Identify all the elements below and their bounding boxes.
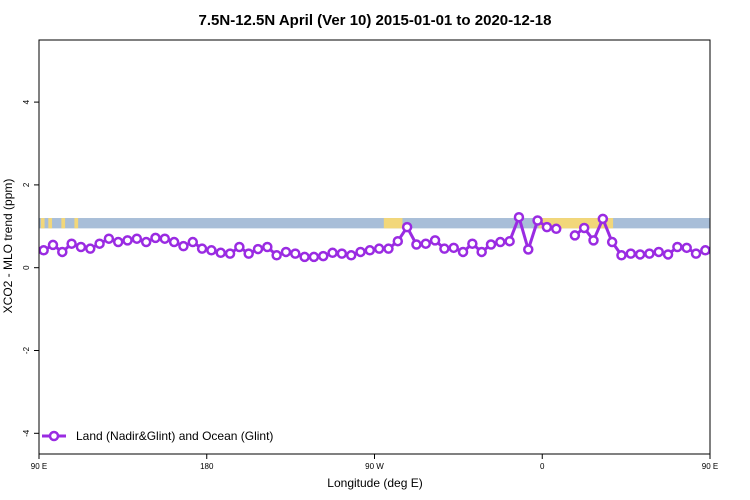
data-point — [720, 241, 728, 249]
data-point — [215, 247, 226, 259]
data-point — [327, 247, 338, 259]
data-point — [532, 215, 543, 226]
data-point — [345, 250, 357, 261]
data-point — [597, 213, 609, 225]
x-tick-label: 0 — [540, 462, 545, 471]
data-point — [187, 236, 199, 248]
data-point — [131, 233, 143, 244]
data-point — [569, 230, 581, 241]
data-point — [252, 243, 264, 255]
y-tick-label: 0 — [22, 265, 31, 270]
data-point — [588, 235, 599, 246]
y-tick-label: 2 — [22, 182, 31, 187]
data-point — [495, 236, 506, 248]
data-point — [94, 238, 105, 249]
x-axis-label: Longitude (deg E) — [327, 476, 422, 490]
data-point — [420, 238, 432, 249]
data-point — [672, 241, 683, 253]
data-point — [299, 251, 310, 263]
chart-title: 7.5N-12.5N April (Ver 10) 2015-01-01 to … — [199, 12, 552, 29]
land-mass-map — [40, 218, 614, 229]
data-point — [476, 246, 487, 258]
data-point — [504, 235, 515, 247]
data-point — [662, 249, 674, 260]
data-point — [271, 250, 282, 261]
data-point — [625, 248, 637, 259]
data-point — [364, 245, 376, 256]
data-point — [75, 241, 87, 253]
data-point — [578, 222, 590, 234]
data-point — [112, 236, 124, 248]
data-point — [373, 243, 385, 254]
data-point — [206, 245, 217, 256]
data-point — [355, 246, 366, 258]
legend-label: Land (Nadir&Glint) and Ocean (Glint) — [76, 429, 273, 443]
data-point — [550, 223, 562, 235]
data-point — [168, 236, 180, 248]
data-point — [224, 248, 236, 259]
data-point — [280, 246, 292, 258]
x-tick-label: 180 — [200, 462, 214, 471]
data-point — [467, 238, 478, 249]
land-band — [39, 218, 710, 229]
data-point — [739, 240, 747, 248]
data-point — [541, 221, 553, 233]
data-point — [317, 250, 329, 262]
data-point — [140, 236, 152, 248]
y-axis: -4 -2 0 2 4 — [22, 99, 39, 437]
y-tick-label: 4 — [22, 99, 31, 104]
data-point — [513, 211, 525, 223]
data-point — [150, 232, 161, 244]
data-point — [709, 248, 710, 254]
x-axis: 90 E 180 90 W 0 90 E — [31, 454, 718, 471]
y-axis-label: XCO2 - MLO trend (ppm) — [1, 179, 15, 314]
legend: Land (Nadir&Glint) and Ocean (Glint) — [42, 429, 273, 443]
data-point — [457, 246, 469, 258]
data-point — [634, 249, 646, 260]
data-point — [644, 248, 655, 259]
data-point — [411, 239, 422, 250]
data-point — [178, 240, 189, 252]
data-point — [653, 246, 664, 258]
x-tick-label: 90 E — [702, 462, 718, 471]
data-point — [85, 243, 96, 254]
data-point — [290, 248, 301, 259]
data-point — [159, 233, 171, 244]
data-point — [439, 243, 450, 254]
data-point — [39, 245, 49, 256]
data-point — [262, 241, 273, 253]
data-point — [616, 250, 627, 261]
data-point — [57, 246, 68, 258]
y-tick-label: -2 — [22, 346, 31, 354]
plot-area — [39, 211, 747, 263]
y-tick-label: -4 — [22, 429, 31, 437]
x-tick-label: 90 W — [365, 462, 384, 471]
data-point — [401, 221, 413, 233]
data-point — [103, 233, 115, 244]
data-point — [308, 251, 320, 263]
data-point — [700, 245, 710, 256]
data-point — [448, 242, 459, 254]
series-point-group — [39, 211, 747, 263]
data-point — [690, 248, 702, 259]
data-point — [336, 248, 348, 259]
data-point — [234, 241, 245, 253]
data-point — [392, 235, 404, 247]
data-point — [243, 248, 254, 259]
data-point — [383, 243, 394, 254]
data-point — [681, 242, 692, 254]
data-point — [66, 238, 77, 249]
data-point — [122, 235, 133, 246]
data-point — [47, 239, 59, 251]
x-tick-label: 90 E — [31, 462, 47, 471]
data-point — [196, 243, 208, 254]
data-point — [429, 235, 441, 246]
data-point — [606, 236, 618, 248]
data-point — [729, 248, 737, 256]
legend-marker-icon — [48, 430, 60, 442]
data-point — [523, 244, 534, 255]
data-point — [485, 239, 497, 250]
